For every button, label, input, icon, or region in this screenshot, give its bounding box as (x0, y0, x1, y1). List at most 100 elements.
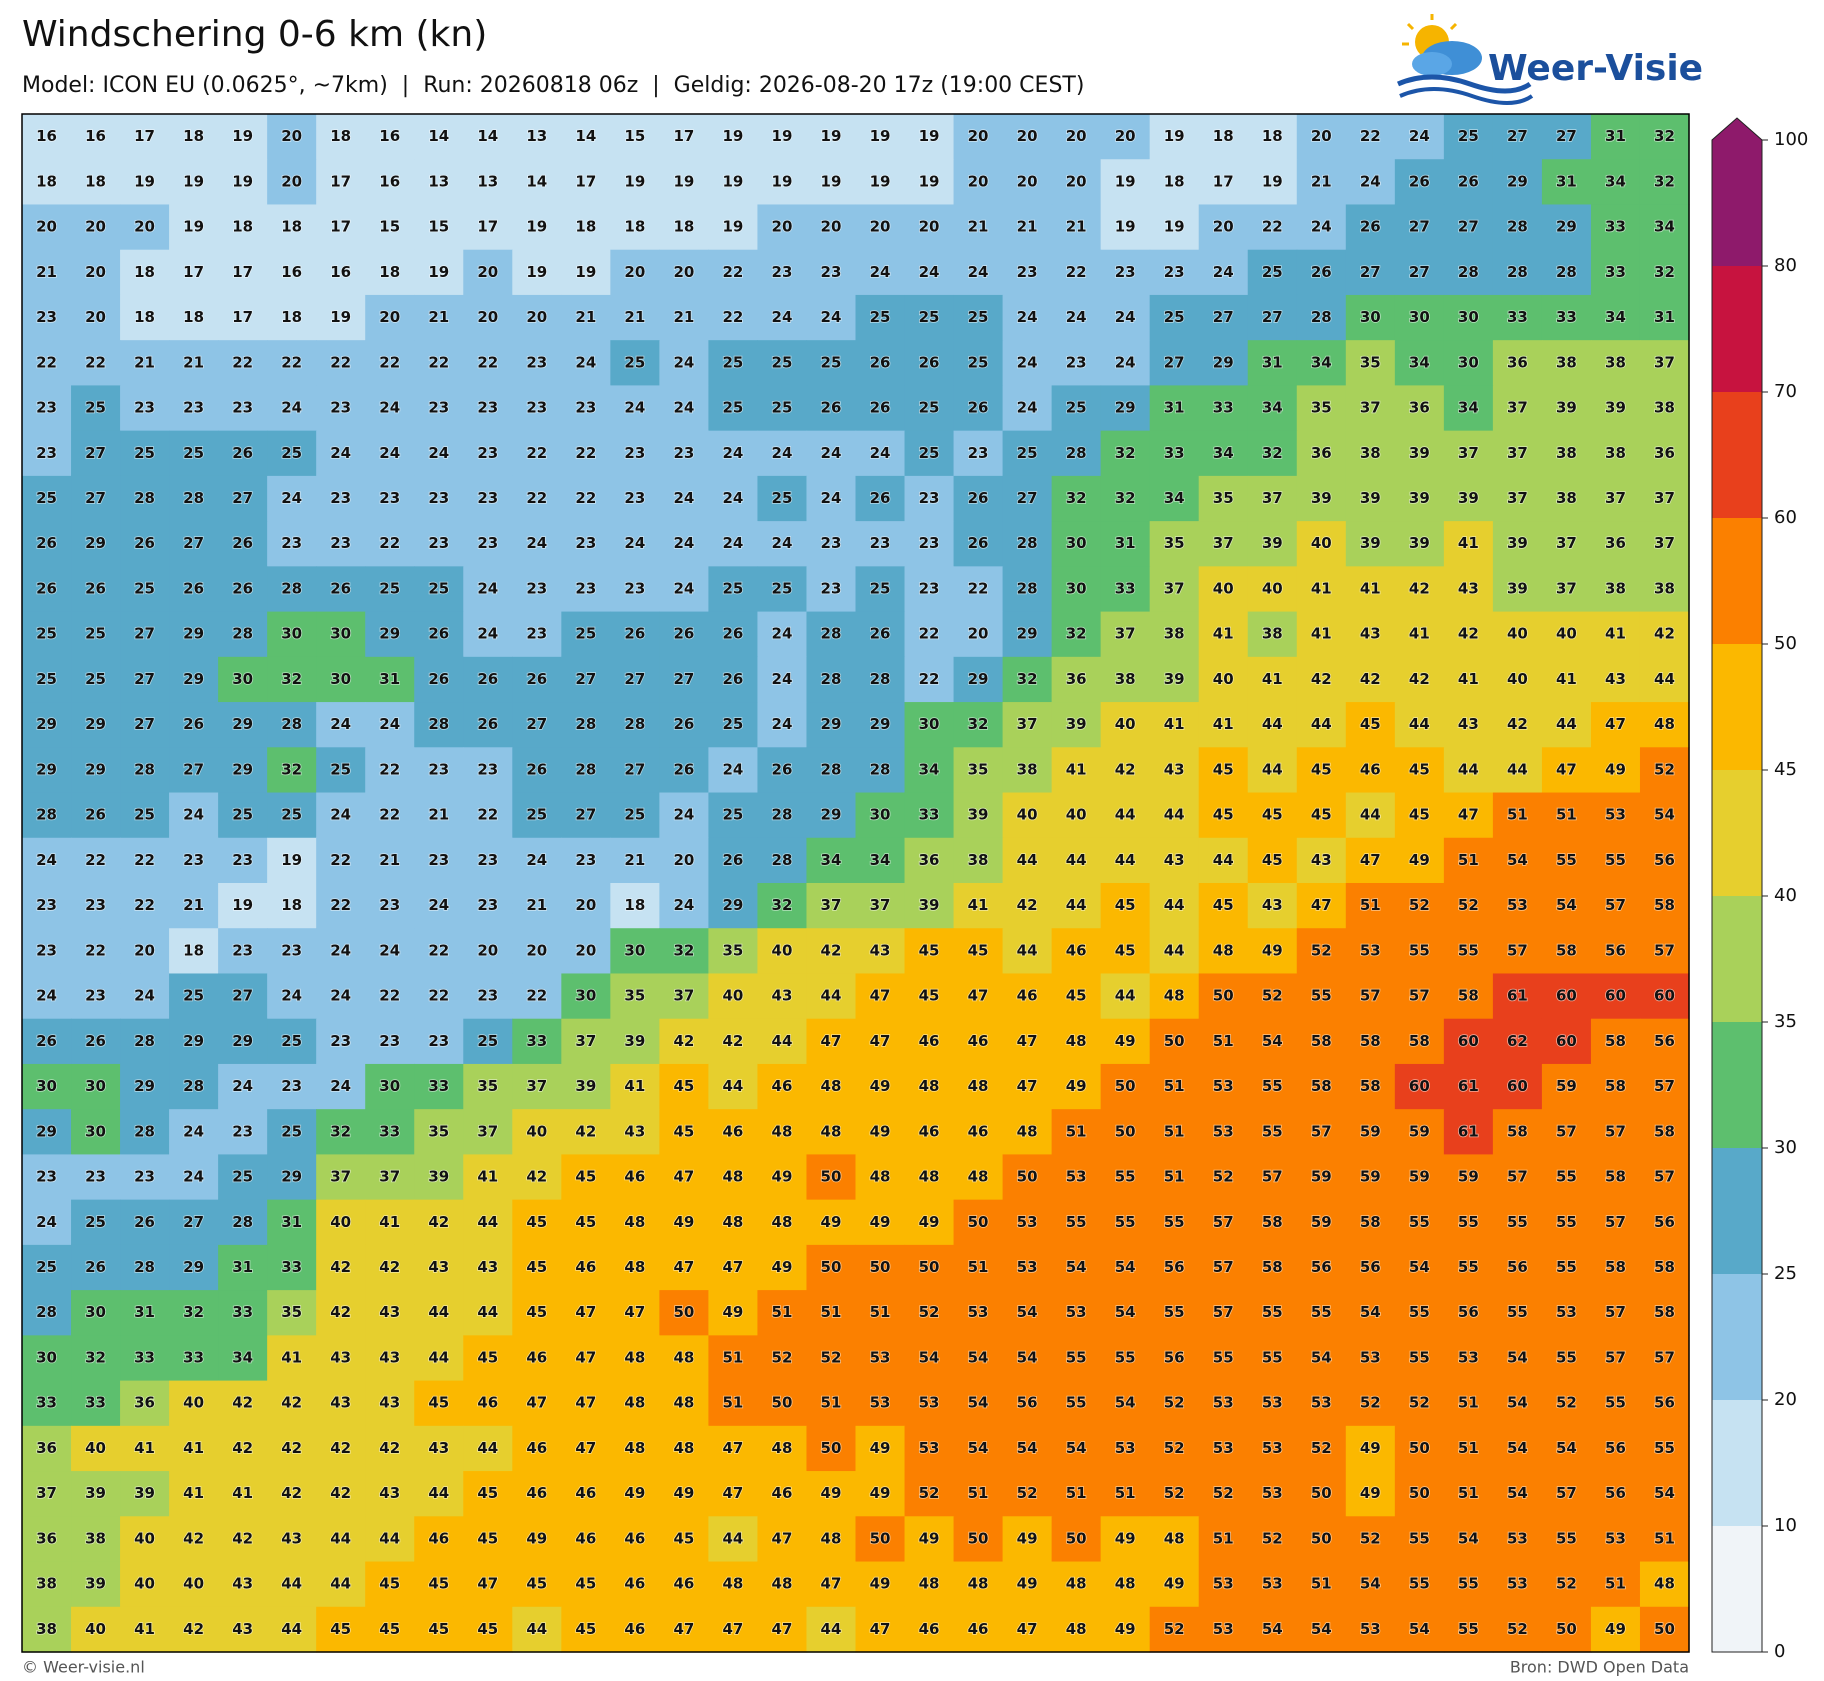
shear-cell (169, 340, 219, 387)
shear-value: 41 (134, 1439, 155, 1457)
shear-value: 33 (919, 806, 940, 824)
shear-cell (757, 702, 808, 748)
shear-value: 30 (624, 941, 645, 959)
shear-cell (806, 883, 857, 929)
shear-cell (512, 114, 562, 160)
shear-cell (1590, 249, 1641, 296)
shear-value: 53 (1458, 1348, 1479, 1366)
shear-value: 48 (624, 1258, 645, 1276)
shear-cell (414, 430, 464, 477)
shear-value: 26 (85, 1258, 106, 1276)
shear-value: 24 (870, 263, 891, 281)
shear-cell (1541, 928, 1592, 975)
shear-value: 38 (968, 851, 989, 869)
shear-cell (1394, 204, 1445, 251)
shear-value: 30 (1066, 579, 1087, 597)
shear-value: 24 (722, 444, 743, 462)
shear-value: 44 (821, 1620, 842, 1638)
shear-cell (953, 702, 1004, 748)
shear-cell (610, 837, 660, 884)
shear-cell (904, 702, 955, 748)
shear-cell (71, 611, 121, 658)
shear-value: 42 (722, 1032, 743, 1050)
shear-value: 26 (36, 1032, 57, 1050)
colorbar-label: 70 (1774, 381, 1797, 402)
shear-cell (1149, 430, 1200, 477)
shear-cell (169, 430, 219, 477)
shear-value: 52 (1017, 1484, 1038, 1502)
shear-value: 29 (821, 806, 842, 824)
shear-value: 24 (428, 896, 449, 914)
shear-value: 55 (1115, 1168, 1136, 1186)
shear-cell (1541, 792, 1592, 839)
shear-cell (414, 340, 464, 387)
shear-cell (659, 340, 710, 387)
shear-cell (169, 928, 219, 975)
shear-cell (561, 747, 611, 794)
shear-value: 40 (526, 1122, 547, 1140)
shear-cell (1443, 385, 1494, 432)
shear-value: 23 (379, 896, 400, 914)
shear-cell (463, 837, 513, 884)
shear-cell (414, 521, 464, 567)
shear-value: 25 (85, 1213, 106, 1231)
shear-cell (512, 837, 562, 884)
shear-cell (414, 385, 464, 432)
shear-cell (610, 928, 660, 975)
shear-value: 43 (232, 1575, 253, 1593)
shear-value: 37 (1360, 399, 1381, 417)
shear-cell (1492, 294, 1543, 341)
shear-value: 18 (379, 263, 400, 281)
shear-cell (169, 114, 219, 160)
shear-value: 29 (85, 760, 106, 778)
shear-value: 28 (134, 1032, 155, 1050)
shear-cell (267, 430, 317, 477)
shear-value: 22 (134, 896, 155, 914)
shear-cell (365, 656, 415, 703)
shear-cell (1345, 747, 1396, 794)
shear-cell (1590, 702, 1641, 748)
shear-cell (1198, 611, 1249, 658)
shear-value: 43 (281, 1529, 302, 1547)
shear-value: 36 (36, 1529, 57, 1547)
shear-cell (365, 475, 415, 522)
shear-value: 57 (1605, 896, 1626, 914)
shear-cell (267, 883, 317, 929)
shear-cell (218, 475, 268, 522)
shear-cell (1590, 430, 1641, 477)
shear-value: 30 (575, 987, 596, 1005)
shear-cell (1394, 159, 1445, 206)
shear-value: 56 (1654, 851, 1675, 869)
shear-value: 23 (232, 1122, 253, 1140)
shear-cell (953, 249, 1004, 296)
shear-value: 36 (919, 851, 940, 869)
shear-value: 51 (1556, 806, 1577, 824)
shear-cell (414, 837, 464, 884)
shear-cell (904, 792, 955, 839)
shear-cell (1051, 114, 1102, 160)
shear-cell (22, 114, 72, 160)
shear-value: 52 (1409, 896, 1430, 914)
shear-value: 49 (1262, 941, 1283, 959)
shear-cell (120, 883, 170, 929)
shear-value: 42 (232, 1394, 253, 1412)
shear-value: 28 (134, 489, 155, 507)
shear-cell (267, 837, 317, 884)
shear-value: 45 (428, 1575, 449, 1593)
shear-value: 21 (134, 353, 155, 371)
shear-cell (1002, 566, 1053, 613)
shear-cell (1590, 114, 1641, 160)
shear-cell (1100, 656, 1151, 703)
shear-value: 31 (1654, 308, 1675, 326)
shear-value: 39 (1360, 534, 1381, 552)
shear-cell (1394, 430, 1445, 477)
shear-value: 24 (821, 489, 842, 507)
shear-value: 45 (526, 1303, 547, 1321)
shear-value: 59 (1360, 1122, 1381, 1140)
shear-cell (1394, 249, 1445, 296)
shear-value: 22 (526, 489, 547, 507)
shear-cell (463, 702, 513, 748)
shear-value: 55 (1066, 1348, 1087, 1366)
shear-value: 24 (330, 941, 351, 959)
shear-value: 41 (1066, 760, 1087, 778)
